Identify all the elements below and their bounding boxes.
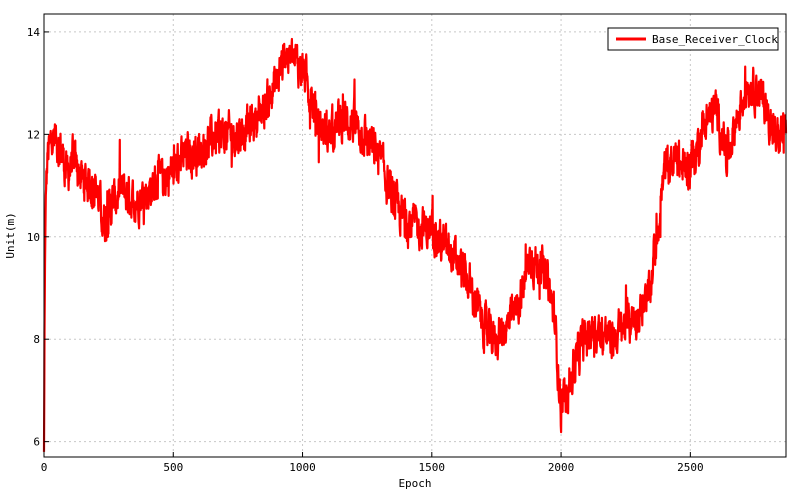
grid: [43, 14, 786, 457]
x-axis-ticks: 0 500 1000 1500 2000 2500: [41, 452, 704, 474]
y-tick-label: 14: [27, 26, 41, 39]
y-axis-label: Unit(m): [4, 212, 17, 258]
legend-label: Base_Receiver_Clock: [652, 33, 778, 46]
x-tick-label: 500: [163, 461, 183, 474]
x-tick-label: 1000: [289, 461, 316, 474]
series-line: [42, 37, 788, 452]
legend-box: [607, 27, 779, 51]
x-tick-label: 2000: [548, 461, 575, 474]
legend: Base_Receiver_Clock: [607, 27, 779, 51]
y-tick-label: 6: [33, 436, 40, 449]
y-tick-label: 8: [33, 333, 40, 346]
series-layer: [42, 37, 788, 452]
x-tick-label: 0: [41, 461, 48, 474]
y-tick-label: 10: [27, 231, 40, 244]
x-axis-label: Epoch: [398, 477, 431, 490]
y-tick-label: 12: [27, 128, 40, 141]
plot-frame: [43, 13, 787, 458]
x-tick-label: 2500: [677, 461, 704, 474]
x-tick-label: 1500: [419, 461, 446, 474]
y-axis-ticks: 6 8 10 12 14: [27, 26, 49, 449]
